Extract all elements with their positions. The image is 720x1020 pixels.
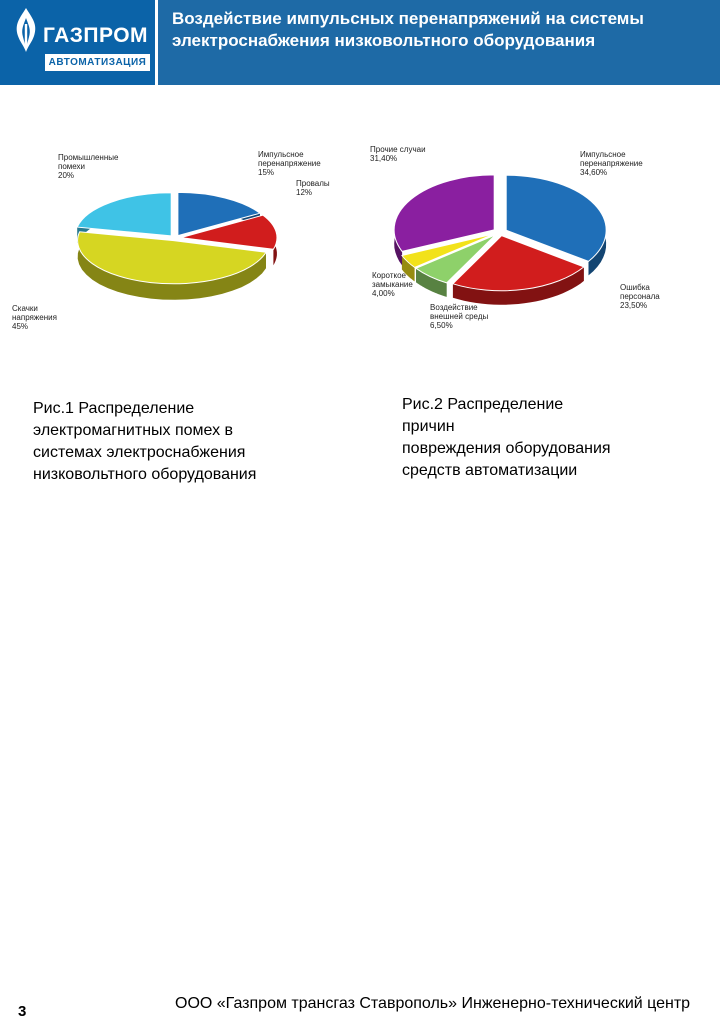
pie-slice — [177, 191, 262, 237]
pie-slice — [180, 214, 278, 250]
slice-side — [452, 266, 584, 305]
slice-label: Прочие случаи 31,40% — [370, 145, 426, 163]
slice-side — [77, 231, 266, 300]
slice-label: Короткое замыкание 4,00% — [372, 271, 413, 298]
logo-subtitle: АВТОМАТИЗАЦИЯ — [45, 54, 150, 71]
page-number: 3 — [18, 1003, 27, 1020]
pie-slice — [451, 235, 585, 292]
title-banner: Воздействие импульсных перенапряжений на… — [158, 0, 720, 85]
flame-icon — [16, 8, 36, 52]
figure1-caption: Рис.1 Распределение электромагнитных пом… — [33, 400, 257, 483]
slice-side — [416, 268, 447, 297]
slice-label: Промышленные помехи 20% — [58, 153, 119, 180]
figure2-caption: Рис.2 Распределение причин повреждения о… — [402, 396, 611, 479]
slice-label: Воздействие внешней среды 6,50% — [430, 303, 488, 330]
footer-organization: ООО «Газпром трансгаз Ставрополь» Инжене… — [175, 995, 691, 1012]
pie-slice — [393, 174, 495, 252]
footer: 3 ООО «Газпром трансгаз Ставрополь» Инже… — [0, 495, 720, 1020]
slice-label: Импульсное перенапряжение 15% — [258, 150, 321, 177]
logo-brand: ГАЗПРОМ — [43, 24, 149, 47]
pie-chart-2: Импульсное перенапряжение 34,60% Ошибка перс… — [370, 145, 660, 330]
slice-label: Ошибка персонала 23,50% — [620, 283, 660, 310]
pie-slice — [77, 231, 267, 285]
slice-label: Провалы 12% — [296, 179, 330, 197]
header: ГАЗПРОМ АВТОМАТИЗАЦИЯ Воздействие импуль… — [0, 0, 720, 85]
pie-slice — [505, 174, 607, 262]
gazprom-logo: ГАЗПРОМ АВТОМАТИЗАЦИЯ — [0, 0, 155, 85]
page-title: Воздействие импульсных перенапряжений на… — [172, 9, 644, 50]
charts-area: Импульсное перенапряжение 15% Провалы 12% Ска… — [0, 130, 720, 380]
pie-slice — [401, 233, 495, 268]
pie-chart-1: Импульсное перенапряжение 15% Провалы 12% Ска… — [12, 150, 330, 331]
slice-side — [401, 255, 415, 282]
pie-slice — [76, 192, 172, 237]
pie-slice — [414, 234, 496, 284]
pie-charts: Импульсное перенапряжение 15% Провалы 12% Ска… — [12, 145, 660, 331]
slice-label: Скачки напряжения 45% — [12, 304, 57, 331]
slice-label: Импульсное перенапряжение 34,60% — [580, 150, 643, 177]
